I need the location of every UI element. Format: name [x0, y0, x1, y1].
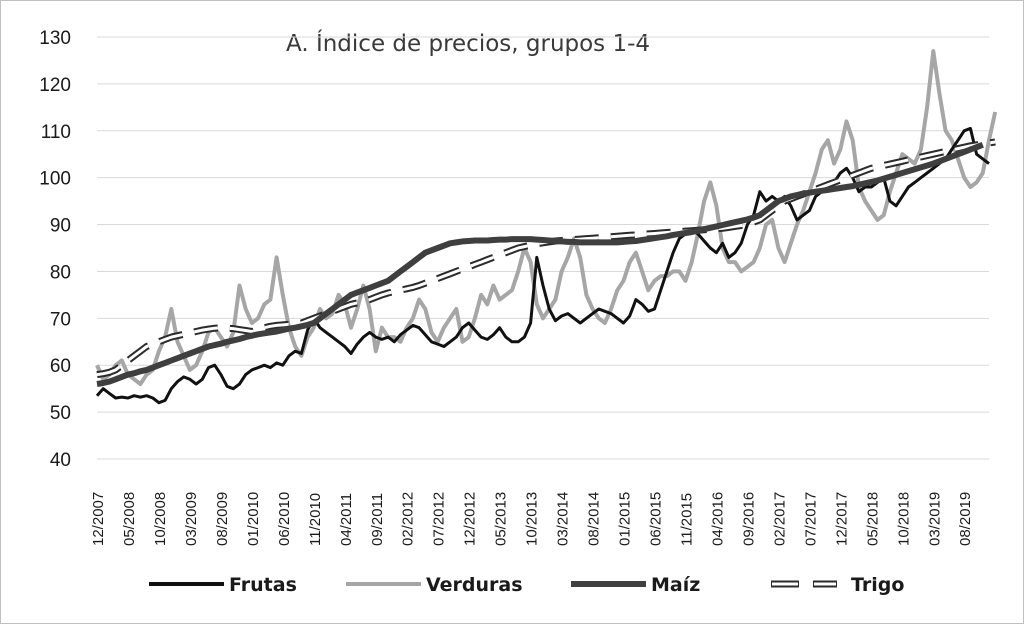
- y-tick-label: 70: [50, 309, 71, 330]
- y-tick-label: 80: [50, 262, 71, 283]
- gridlines: [97, 36, 989, 460]
- x-tick-label: 08/2009: [214, 492, 231, 546]
- y-tick-label: 100: [39, 169, 71, 190]
- legend-frutas-label: Frutas: [229, 574, 297, 596]
- y-tick-label: 130: [39, 28, 71, 49]
- x-tick-label: 03/2014: [555, 492, 572, 546]
- legend-maiz-label: Maíz: [651, 574, 700, 596]
- x-tick-label: 03/2009: [183, 492, 200, 546]
- y-tick-label: 60: [50, 356, 71, 377]
- x-tick-label: 02/2012: [400, 492, 417, 546]
- series-frutas-line: [95, 126, 990, 405]
- y-tick-label: 40: [50, 450, 71, 471]
- legend-trigo-label: Trigo: [851, 574, 904, 596]
- x-tick-label: 12/2012: [462, 492, 479, 546]
- x-tick-label: 01/2015: [617, 492, 634, 546]
- x-axis-ticks: 12/2007 05/2008 10/2008 03/2009 08/2009 01/20…: [90, 492, 974, 546]
- x-tick-label: 10/2013: [524, 492, 541, 546]
- x-tick-label: 10/2018: [895, 492, 912, 546]
- x-tick-label: 07/2012: [431, 492, 448, 546]
- series-lines: [95, 49, 998, 405]
- y-axis-ticks: 40 50 60 70 80 90 100 110 120 130: [39, 28, 71, 471]
- x-tick-label: 02/2017: [771, 492, 788, 546]
- x-tick-label: 11/2010: [307, 493, 324, 546]
- x-tick-label: 05/2013: [493, 492, 510, 546]
- x-tick-label: 04/2016: [709, 492, 726, 546]
- y-tick-label: 50: [50, 403, 71, 424]
- x-tick-label: 09/2011: [369, 493, 386, 546]
- x-tick-label: 04/2011: [338, 493, 355, 546]
- y-tick-label: 110: [41, 122, 71, 143]
- legend-verduras-label: Verduras: [426, 574, 523, 596]
- x-tick-label: 03/2019: [926, 492, 943, 546]
- series-verduras-line: [95, 49, 998, 386]
- x-tick-label: 08/2019: [957, 492, 974, 546]
- x-tick-label: 06/2010: [276, 492, 293, 546]
- y-tick-label: 120: [39, 75, 71, 96]
- x-tick-label: 01/2010: [245, 492, 262, 546]
- x-tick-label: 05/2008: [121, 492, 138, 546]
- chart-title: A. Índice de precios, grupos 1-4: [286, 29, 650, 57]
- x-tick-label: 11/2015: [678, 493, 695, 546]
- x-tick-label: 09/2016: [740, 492, 757, 546]
- x-tick-label: 05/2018: [864, 492, 881, 546]
- series-maiz-line: [96, 142, 984, 387]
- legend: Frutas Verduras Maíz Trigo: [149, 574, 904, 596]
- x-tick-label: 06/2015: [648, 492, 665, 546]
- x-tick-label: 12/2017: [833, 492, 850, 546]
- x-tick-label: 12/2007: [90, 492, 107, 546]
- x-tick-label: 07/2017: [802, 492, 819, 546]
- x-tick-label: 08/2014: [586, 492, 603, 546]
- x-tick-label: 10/2008: [152, 492, 169, 546]
- y-tick-label: 90: [50, 216, 71, 237]
